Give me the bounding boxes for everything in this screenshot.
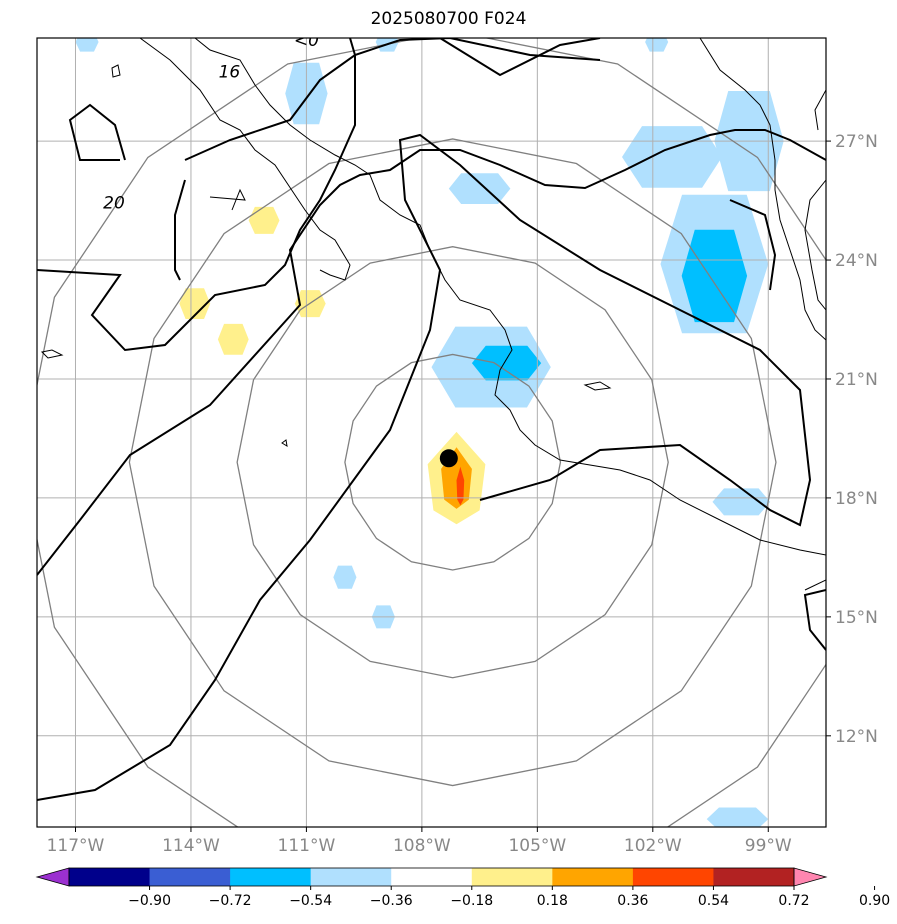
lat-tick-label: 27°N <box>835 132 878 152</box>
colorbar-label: −0.54 <box>289 893 332 909</box>
range-rings <box>37 38 826 827</box>
colorbar-segment <box>69 868 151 886</box>
colorbar-label: 0.72 <box>778 893 809 909</box>
shaded-region-negative <box>706 807 769 827</box>
height-contour <box>803 589 826 651</box>
lat-tick-label: 24°N <box>835 251 878 271</box>
lon-tick-label: 114°W <box>162 836 220 856</box>
contour-label: 16 <box>219 63 241 83</box>
lon-tick-label: 102°W <box>624 836 682 856</box>
island <box>111 64 121 78</box>
lon-tick-label: 99°W <box>745 836 792 856</box>
colorbar-label: 0.90 <box>859 893 890 909</box>
colorbar-segment <box>310 868 392 886</box>
colorbar-label: 0.18 <box>537 893 568 909</box>
colorbar-segment <box>471 868 553 886</box>
height-contour <box>68 103 126 161</box>
range-ring <box>128 138 777 787</box>
colorbar-extend-max <box>793 867 828 887</box>
shaded-region-negative <box>75 38 99 52</box>
range-ring <box>344 353 562 571</box>
lon-tick-label: 108°W <box>393 836 451 856</box>
island <box>40 349 64 359</box>
colorbar-segment <box>391 868 473 886</box>
colorbar-label: 0.54 <box>698 893 729 909</box>
contour-label: <0 <box>294 31 319 51</box>
range-ring <box>236 246 669 679</box>
shaded-region-negative <box>681 229 748 323</box>
colorbar: −0.90 −0.72 −0.54 −0.36 −0.18 0.18 0.36 0.54 0.7… <box>35 867 890 909</box>
coastline <box>804 179 826 311</box>
coastline <box>194 38 826 556</box>
colorbar-segment <box>149 868 231 886</box>
height-contours <box>37 38 826 801</box>
coastline <box>699 38 826 341</box>
storm-marker-layer <box>439 449 458 468</box>
storm-center-marker <box>439 449 458 468</box>
colorbar-segment <box>230 868 312 886</box>
contour-label: 20 <box>103 193 125 213</box>
lat-tick-label: 12°N <box>835 727 878 747</box>
colorbar-segment <box>632 868 714 886</box>
lon-tick-label: 117°W <box>47 836 105 856</box>
coastlines <box>40 38 826 591</box>
colorbar-label: −0.90 <box>128 893 171 909</box>
shading-layer <box>75 38 784 827</box>
range-ring <box>37 38 826 827</box>
lat-tick-label: 21°N <box>835 370 878 390</box>
lon-tick-label: 105°W <box>508 836 566 856</box>
lat-tick-label: 15°N <box>835 608 878 628</box>
colorbar-label: −0.36 <box>370 893 413 909</box>
shaded-region-negative <box>471 345 542 381</box>
island <box>281 439 288 447</box>
colorbar-frame <box>68 867 795 887</box>
coastline <box>814 89 826 131</box>
gridlines <box>37 38 826 827</box>
height-contour <box>729 199 777 291</box>
shaded-region-negative <box>712 488 771 516</box>
island <box>583 381 612 391</box>
storm-core-shading <box>456 466 465 506</box>
axis-ticks: 117°W 114°W 111°W 108°W 105°W 102°W 99°W 27°N 24… <box>47 132 878 856</box>
colorbar-label: −0.18 <box>450 893 493 909</box>
shaded-region-negative <box>448 173 511 205</box>
colorbar-label: −0.72 <box>209 893 252 909</box>
height-contour <box>184 38 601 161</box>
shaded-region-negative <box>333 565 357 589</box>
shaded-region-positive <box>248 206 280 234</box>
shaded-region-positive <box>179 288 211 320</box>
height-contour <box>439 38 601 77</box>
shaded-region-positive <box>217 323 249 355</box>
coastline <box>139 38 351 281</box>
map-frame <box>36 37 827 828</box>
lat-tick-label: 18°N <box>835 489 878 509</box>
island <box>209 188 246 211</box>
colorbar-segment <box>552 868 634 886</box>
contour-labels: 16 20 <0 <box>103 31 319 213</box>
figure-title: 2025080700 F024 <box>370 9 527 29</box>
lon-tick-label: 111°W <box>278 836 336 856</box>
colorbar-extend-min <box>35 867 70 887</box>
height-contour <box>37 38 356 352</box>
colorbar-segment <box>713 868 795 886</box>
height-contour <box>37 133 812 801</box>
colorbar-label: 0.36 <box>617 893 648 909</box>
shaded-region-negative <box>645 38 669 52</box>
coastline <box>804 579 826 591</box>
height-contour <box>174 179 186 281</box>
